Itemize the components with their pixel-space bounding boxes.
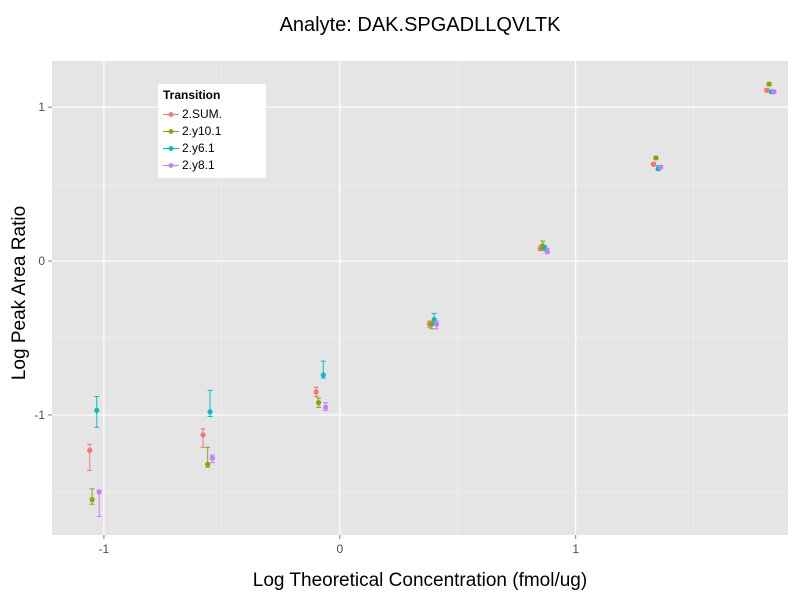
data-point <box>96 489 102 495</box>
legend-label-y8: 2.y8.1 <box>182 158 215 172</box>
legend-key-y6 <box>163 146 179 151</box>
data-point <box>320 372 326 378</box>
data-point <box>87 447 93 453</box>
data-point <box>209 455 216 461</box>
y-axis-label: Log Peak Area Ratio <box>9 205 30 381</box>
legend-key-sum <box>163 112 179 117</box>
legend-item-y6: 2.y6.1 <box>158 140 266 157</box>
data-point <box>544 249 550 255</box>
legend: Transition 2.SUM. 2.y10.1 2.y6.1 2.y8.1 <box>158 84 266 178</box>
data-point <box>205 461 211 467</box>
y-tick-label: 0 <box>38 254 45 268</box>
series-2-y6-1 <box>94 89 775 428</box>
data-point <box>764 87 770 93</box>
y-tick-label: 1 <box>38 100 45 114</box>
data-point <box>658 164 664 170</box>
series-2-y8-1 <box>96 89 777 518</box>
x-tick-label: 1 <box>572 542 579 556</box>
series-2-sum <box>87 87 770 471</box>
data-point <box>771 89 777 95</box>
data-point <box>94 407 100 413</box>
x-axis-label: Log Theoretical Concentration (fmol/ug) <box>252 570 588 591</box>
legend-item-sum: 2.SUM. <box>158 106 266 123</box>
data-point <box>323 404 329 410</box>
legend-key-y10 <box>163 129 179 134</box>
data-point <box>653 155 659 161</box>
x-tick-label: 0 <box>336 542 343 556</box>
chart-title: Analyte: DAK.SPGADLLQVLTK <box>279 14 561 36</box>
data-point <box>89 497 95 503</box>
data-point <box>207 409 213 415</box>
y-tick-label: -1 <box>34 408 45 422</box>
data-point <box>650 161 657 167</box>
axes: -1 0 1 -1 0 1 <box>34 100 579 556</box>
legend-title: Transition <box>163 88 221 102</box>
legend-label-y10: 2.y10.1 <box>182 124 222 138</box>
gridlines <box>52 61 788 535</box>
legend-key-y8 <box>163 163 179 168</box>
data-point <box>315 400 322 406</box>
x-tick-label: -1 <box>99 542 110 556</box>
data-point <box>313 389 319 395</box>
data-point <box>766 81 772 87</box>
legend-label-sum: 2.SUM. <box>182 107 223 121</box>
legend-item-y8: 2.y8.1 <box>158 157 266 174</box>
data-point <box>433 321 440 327</box>
data-layer <box>87 81 777 518</box>
legend-label-y6: 2.y6.1 <box>182 141 215 155</box>
legend-item-y10: 2.y10.1 <box>158 123 266 140</box>
data-point <box>200 432 206 438</box>
